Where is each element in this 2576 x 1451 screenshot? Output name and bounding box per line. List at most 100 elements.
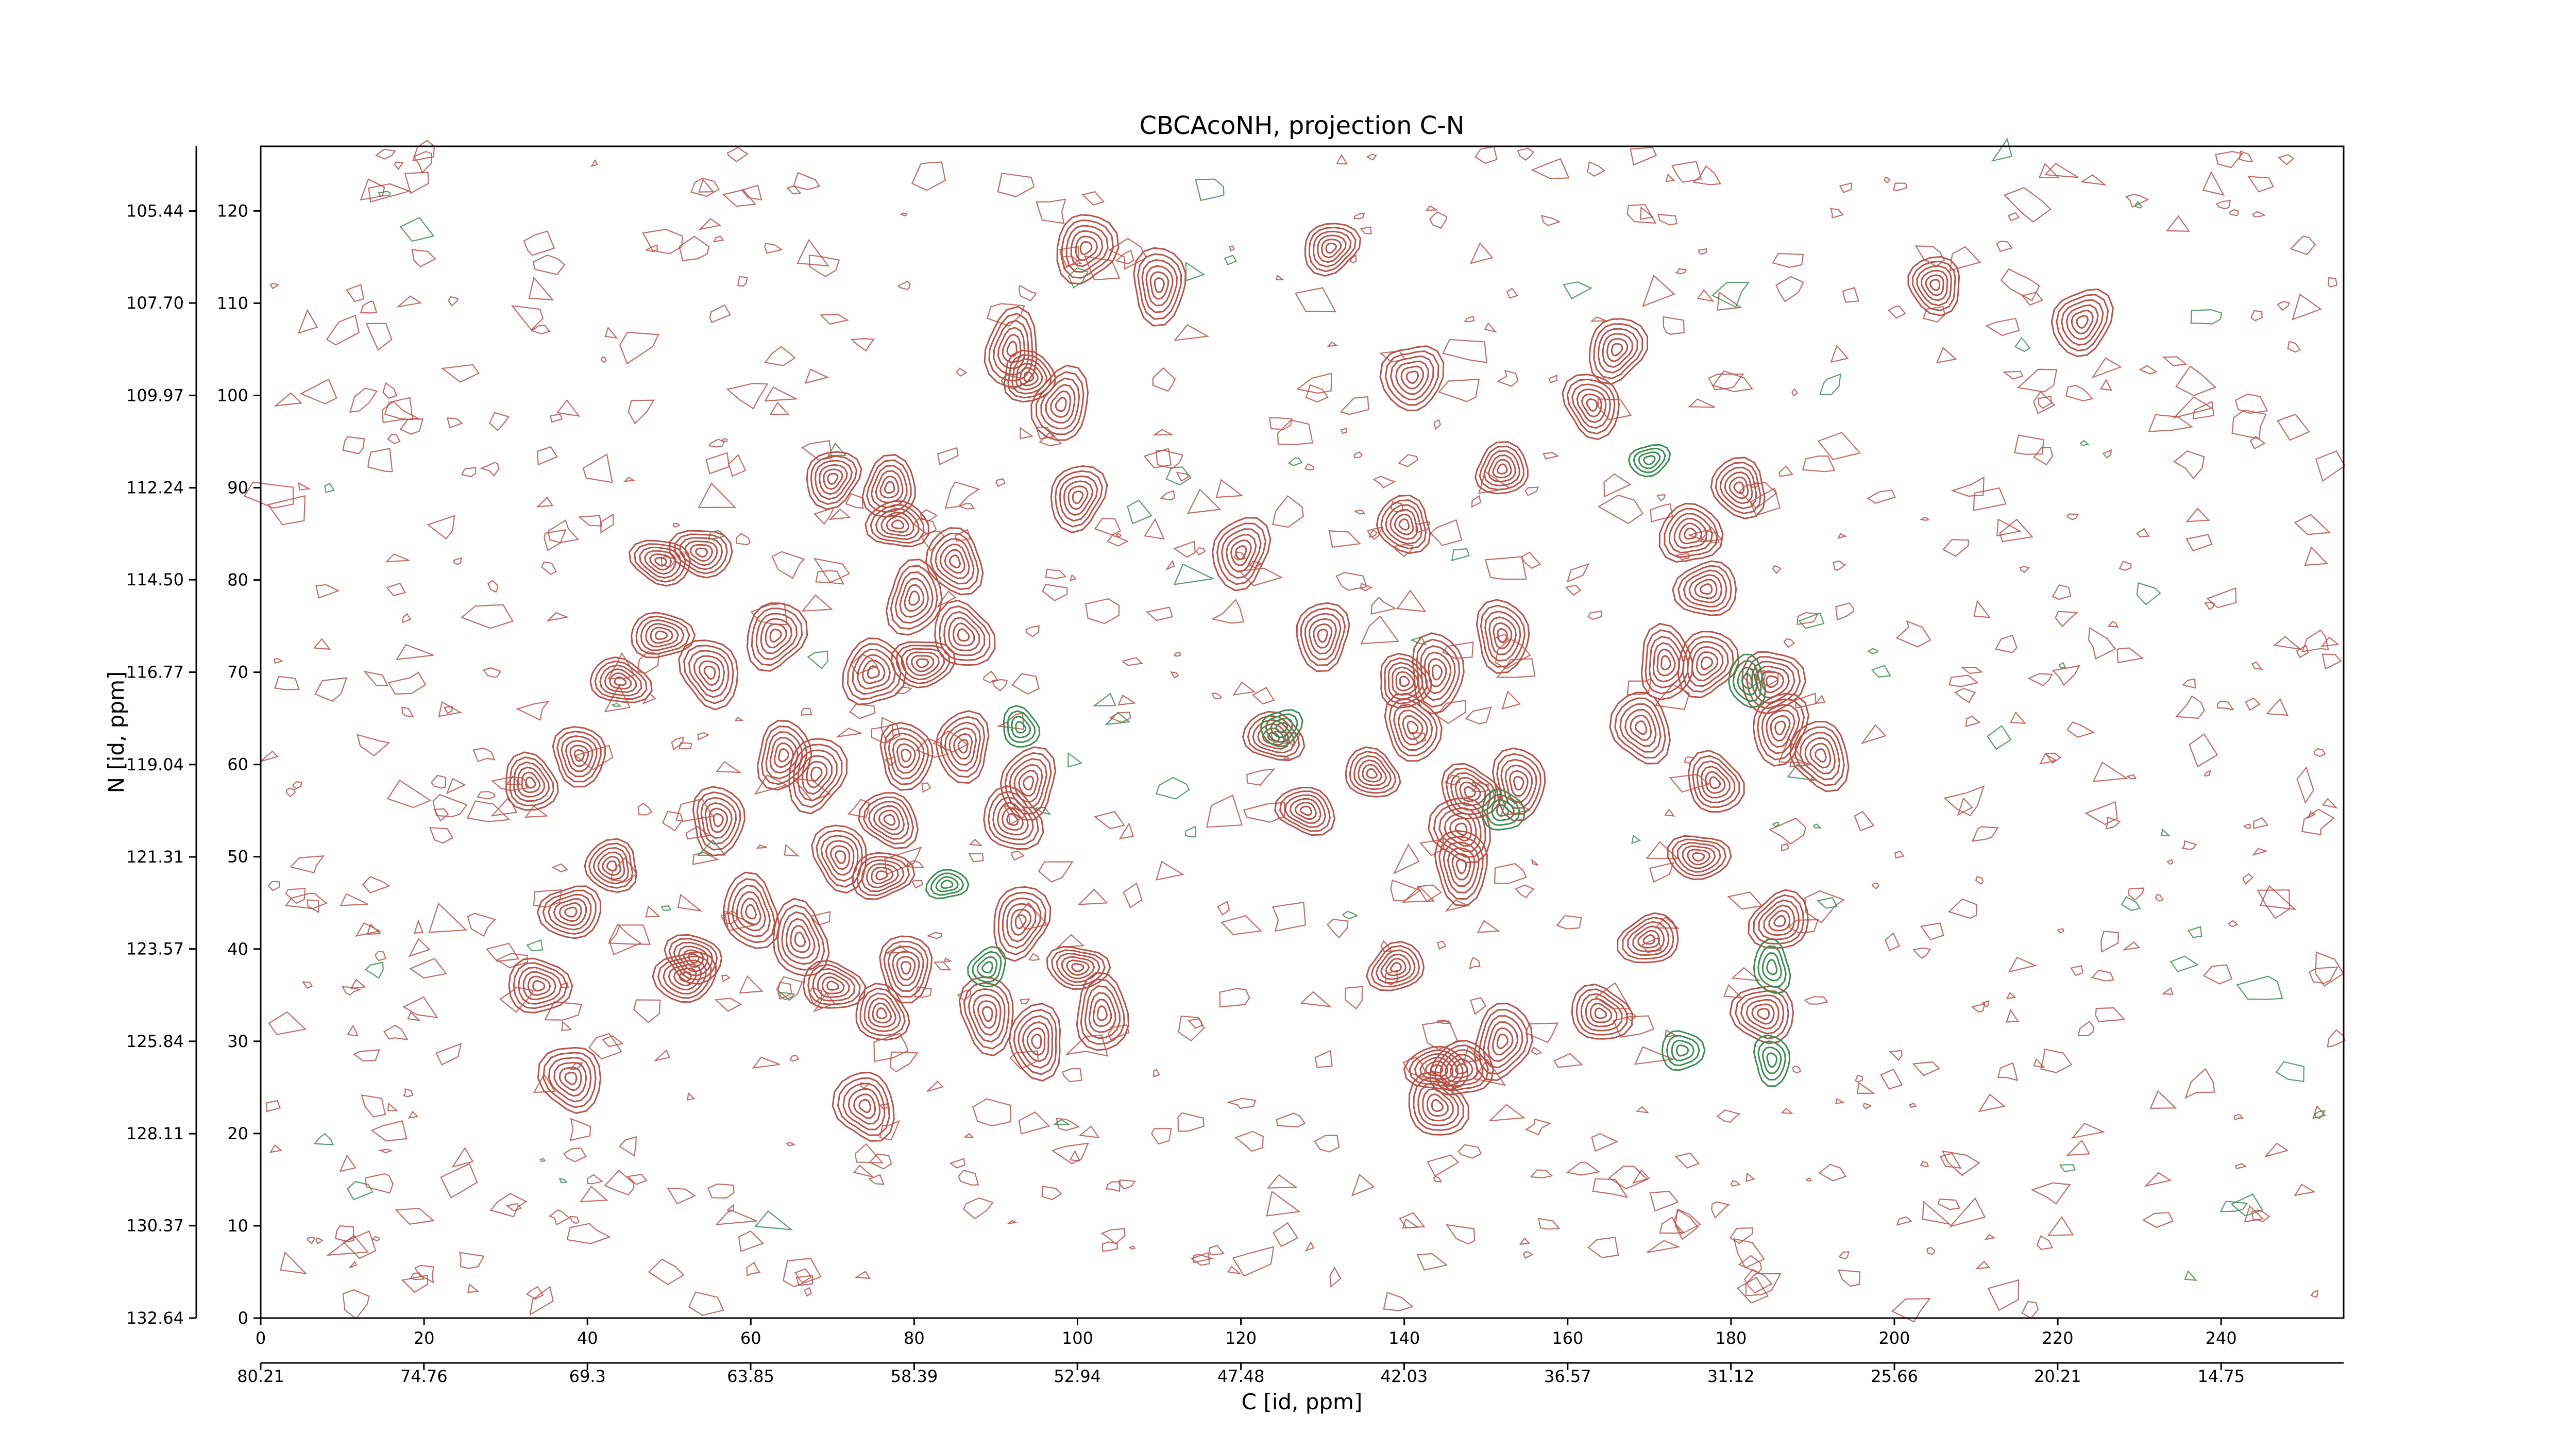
peak <box>1672 560 1737 616</box>
noise-contour <box>324 483 335 494</box>
contour-ring <box>939 605 991 661</box>
x-tick-label: 40 <box>577 1328 598 1348</box>
noise-contour <box>737 276 748 287</box>
contour-ring <box>935 710 990 784</box>
noise-contour <box>604 326 618 339</box>
contour-ring <box>1375 949 1416 984</box>
peak <box>1753 938 1791 994</box>
noise-contour <box>2027 673 2053 687</box>
contour-ring <box>1296 602 1350 672</box>
noise-contour <box>705 452 730 475</box>
noise-contour <box>619 1136 637 1157</box>
noise-contour <box>2301 629 2329 652</box>
noise-contour <box>2250 310 2263 322</box>
contour-ring <box>696 791 741 851</box>
contour-ring <box>1675 1044 1689 1057</box>
contour-ring <box>794 931 806 948</box>
noise-contour <box>1650 503 1673 523</box>
noise-contour <box>1854 811 1875 832</box>
noise-contour <box>307 899 319 914</box>
noise-contour <box>637 802 653 816</box>
contour-ring <box>890 641 956 688</box>
noise-contour <box>1608 1166 1648 1190</box>
peak <box>1008 1003 1061 1082</box>
noise-contour <box>1430 519 1463 546</box>
noise-contour <box>764 346 796 366</box>
contour-ring <box>790 924 811 953</box>
contour-ring <box>1309 618 1337 655</box>
noise-contour <box>1566 563 1590 583</box>
contour-ring <box>1450 772 1492 811</box>
noise-contour <box>1155 777 1190 800</box>
noise-contour <box>1273 1222 1299 1247</box>
peak <box>1296 602 1350 672</box>
contour-ring <box>569 745 589 767</box>
noise-contour <box>413 919 423 934</box>
contour-ring <box>1679 522 1703 545</box>
contour-ring <box>1761 704 1800 754</box>
noise-contour <box>315 1237 324 1244</box>
contour-ring <box>1270 717 1294 738</box>
contour-ring <box>1658 502 1724 563</box>
noise-contour <box>1920 1160 1929 1167</box>
y2-tick-label: 123.57 <box>126 939 184 959</box>
noise-contour <box>1234 1131 1264 1152</box>
noise-contour <box>1716 1109 1741 1123</box>
peak <box>692 786 745 857</box>
noise-contour <box>2039 753 2057 765</box>
noise-contour <box>1045 568 1067 580</box>
contour-ring <box>1026 1027 1046 1056</box>
noise-contour <box>1711 281 1750 308</box>
noise-contour <box>1051 1142 1089 1165</box>
noise-contour <box>1229 245 1235 251</box>
noise-contour <box>2236 975 2283 1000</box>
x2-tick-label: 74.76 <box>400 1366 448 1386</box>
peak <box>1274 787 1336 836</box>
contour-ring <box>657 955 712 999</box>
noise-contour <box>1812 823 1822 829</box>
noise-contour <box>1188 1018 1203 1029</box>
noise-contour <box>341 986 362 996</box>
noise-contour <box>499 986 534 1013</box>
contour-ring <box>957 628 970 642</box>
contour-ring <box>1279 790 1331 832</box>
x-tick-label: 220 <box>2042 1328 2074 1348</box>
y-tick-label: 80 <box>227 570 248 590</box>
noise-contour <box>1745 1172 1756 1183</box>
noise-contour <box>1069 574 1077 582</box>
contour-ring <box>1389 509 1418 540</box>
contour-ring <box>958 976 1014 1057</box>
noise-contour <box>409 957 447 979</box>
noise-contour <box>334 1225 354 1242</box>
noise-contour <box>1464 315 1475 323</box>
noise-contour <box>943 957 953 963</box>
contour-ring <box>677 946 709 972</box>
contour-ring <box>1056 214 1120 285</box>
peak <box>861 454 916 518</box>
noise-contour <box>1039 432 1062 447</box>
noise-contour <box>1232 681 1256 696</box>
noise-contour <box>314 677 348 702</box>
contour-ring <box>857 855 910 897</box>
noise-contour <box>678 742 692 750</box>
noise-contour <box>2315 951 2345 987</box>
contour-ring <box>1380 499 1427 550</box>
noise-contour <box>2125 194 2149 208</box>
noise-contour <box>645 905 660 918</box>
contour-ring <box>772 898 830 977</box>
noise-contour <box>1206 795 1243 828</box>
noise-contour <box>274 392 303 407</box>
contour-ring <box>1496 1033 1509 1050</box>
contour-ring <box>1497 628 1508 643</box>
noise-contour <box>1743 1269 1773 1294</box>
contour-ring <box>1500 758 1537 809</box>
contour-ring <box>1262 727 1285 746</box>
contour-ring <box>892 951 920 986</box>
noise-contour <box>395 644 434 661</box>
noise-contour <box>1465 706 1492 725</box>
y2-tick-label: 121.31 <box>126 847 184 867</box>
noise-contour <box>1328 530 1362 548</box>
contour-ring <box>884 481 895 494</box>
noise-contour <box>1951 476 1985 497</box>
noise-contour <box>1195 547 1206 556</box>
